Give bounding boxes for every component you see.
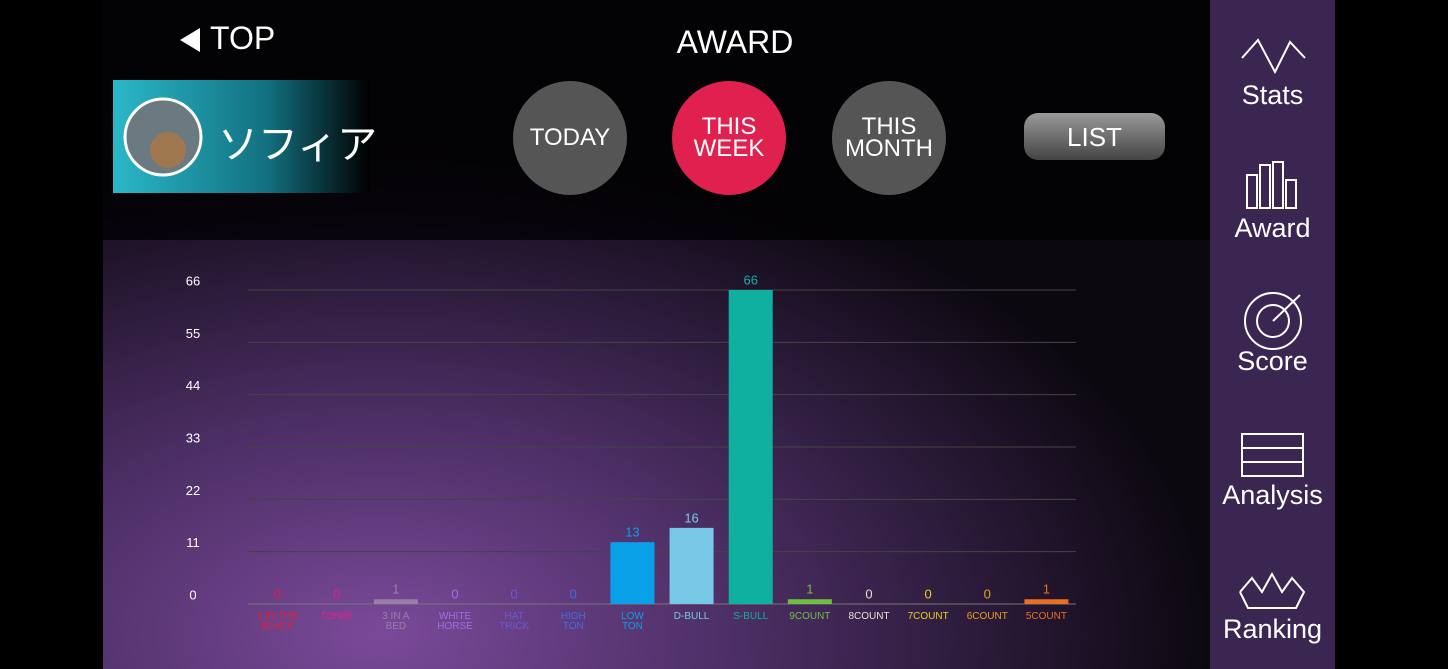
value-label: 1	[1043, 582, 1050, 597]
bar	[373, 599, 418, 604]
x-tick-label: TON80	[320, 611, 353, 622]
value-label: 13	[625, 525, 639, 540]
nav-label[interactable]: Score	[1237, 346, 1308, 376]
bar	[610, 542, 655, 604]
avatar-detail	[150, 132, 186, 168]
score-icon	[1272, 294, 1301, 322]
y-tick-label: 55	[186, 326, 200, 341]
y-tick-label: 44	[186, 378, 200, 393]
bar	[669, 527, 714, 604]
value-label: 1	[392, 582, 399, 597]
stats-icon	[1241, 38, 1306, 75]
value-label: 66	[743, 272, 757, 287]
ranking-icon	[1239, 571, 1306, 609]
x-tick-label: 3 IN THE BLACK	[257, 611, 299, 632]
value-label: 0	[984, 586, 991, 601]
value-label: 0	[511, 586, 518, 601]
score-icon	[1256, 304, 1290, 338]
list-label[interactable]: LIST	[1067, 122, 1122, 152]
award-icon	[1272, 161, 1284, 209]
tab[interactable]: THIS MONTH	[832, 81, 946, 195]
tab-label[interactable]: THIS MONTH	[845, 113, 933, 162]
score-icon	[1244, 292, 1302, 350]
award-icon	[1259, 164, 1271, 209]
value-label: 0	[865, 586, 872, 601]
list-button[interactable]	[1024, 113, 1165, 160]
x-tick-label: 7COUNT	[907, 611, 949, 622]
x-tick-label: S-BULL	[733, 611, 769, 622]
x-tick-label: 3 IN A BED	[382, 611, 410, 632]
back-arrow[interactable]	[180, 28, 200, 52]
bar	[1024, 599, 1069, 604]
tab[interactable]: THIS WEEK	[672, 81, 786, 195]
player-name: ソフィア	[218, 123, 378, 167]
x-tick-label: 6COUNT	[966, 611, 1008, 622]
value-label: 0	[333, 586, 340, 601]
sidebar	[1210, 0, 1335, 669]
value-label: 0	[925, 586, 932, 601]
x-tick-label: HIGH TON	[560, 611, 586, 632]
tab-label[interactable]: TODAY	[529, 124, 611, 151]
x-tick-label: 8COUNT	[848, 611, 890, 622]
x-tick-label: 5COUNT	[1025, 611, 1067, 622]
back-label[interactable]: TOP	[210, 20, 276, 56]
tab-label[interactable]: THIS WEEK	[693, 113, 765, 162]
x-tick-label: 9COUNT	[789, 611, 831, 622]
y-tick-label: 33	[186, 430, 200, 445]
value-label: 0	[274, 586, 281, 601]
value-label: 0	[570, 586, 577, 601]
bar	[728, 290, 773, 604]
bar	[787, 599, 832, 604]
value-label: 16	[684, 510, 698, 525]
analysis-icon	[1241, 433, 1304, 477]
value-label: 1	[806, 582, 813, 597]
page-title: AWARD	[676, 24, 794, 60]
award-icon	[1285, 179, 1297, 209]
nav-label[interactable]: Award	[1234, 213, 1311, 243]
value-label: 0	[451, 586, 458, 601]
y-tick-label: 22	[186, 483, 200, 498]
nav-label[interactable]: Analysis	[1222, 480, 1323, 510]
x-tick-label: WHITE HORSE	[437, 611, 473, 632]
y-tick-label: 66	[186, 273, 200, 288]
award-icon	[1246, 174, 1258, 209]
x-tick-label: LOW TON	[621, 611, 644, 632]
y-tick-label: 11	[186, 535, 200, 550]
x-tick-label: D-BULL	[673, 611, 710, 622]
y-tick-label: 0	[189, 587, 196, 602]
nav-label[interactable]: Stats	[1241, 80, 1304, 110]
nav-label[interactable]: Ranking	[1222, 614, 1323, 644]
x-tick-label: HAT TRICK	[499, 611, 530, 632]
tab[interactable]: TODAY	[513, 81, 627, 195]
